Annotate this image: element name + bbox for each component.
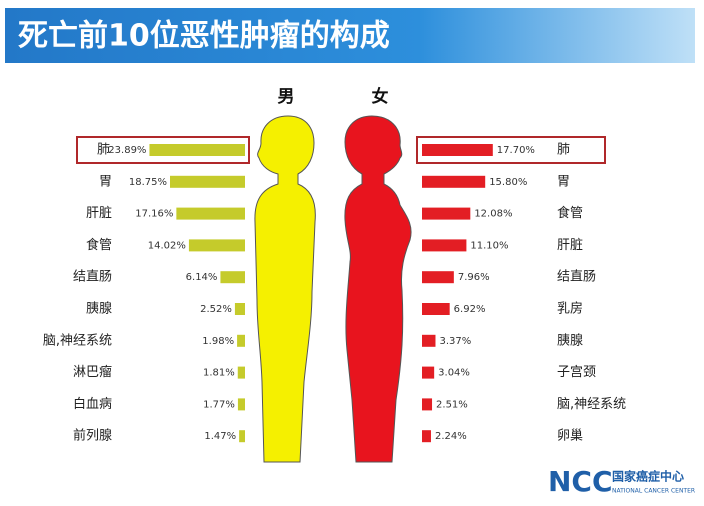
bar [422,144,493,156]
category-label: 卵巢 [557,429,583,444]
value-label: 2.51% [436,399,468,410]
category-label: 乳房 [557,301,583,317]
category-label: 胰腺 [557,333,583,348]
male-silhouette [254,115,316,463]
value-label: 1.81% [203,368,235,379]
female-silhouette [344,115,412,463]
bar [237,366,245,379]
category-label: 子宫颈 [557,365,596,380]
value-label: 1.47% [204,431,236,442]
bar [170,175,245,188]
logo-name-en: NATIONAL CANCER CENTER [612,488,695,495]
category-label: 结直肠 [557,270,596,285]
bar [237,398,245,411]
bar [422,207,471,220]
bar [422,366,435,379]
category-label: 白血病 [73,396,112,412]
category-label: 胃 [557,174,570,189]
bar [239,430,245,443]
value-label: 2.24% [435,431,467,442]
bar [422,430,431,443]
value-label: 1.77% [203,399,235,410]
category-label: 肺 [557,143,570,158]
value-label: 18.75% [129,177,167,188]
category-label: 食管 [557,205,583,221]
bar [422,175,486,188]
value-label: 3.04% [438,368,470,379]
bar [220,271,245,284]
logo-mark: NCC [548,465,613,498]
value-label: 12.08% [474,209,512,220]
category-label: 脑,神经系统 [43,333,112,348]
value-label: 6.14% [186,272,218,283]
value-label: 2.52% [200,304,232,315]
value-label: 23.89% [108,145,146,156]
bar [422,239,467,252]
category-label: 胃 [99,174,112,189]
value-label: 17.16% [135,209,173,220]
category-label: 食管 [86,237,112,253]
bar [422,271,454,284]
bar [422,303,450,315]
category-label: 淋巴瘤 [73,364,112,380]
highlight-box [76,136,250,164]
category-label: 脑,神经系统 [557,397,626,412]
bar [422,398,433,411]
bar [422,334,436,347]
category-label: 肝脏 [86,206,112,221]
category-label: 胰腺 [86,302,112,317]
chart-title: 男 [278,87,295,107]
bar [188,239,245,252]
value-label: 15.80% [489,177,527,188]
title-banner [5,8,695,63]
category-label: 肺 [97,143,110,158]
value-label: 11.10% [470,240,508,251]
category-label: 前列腺 [73,428,112,444]
bar [237,334,245,347]
title: 死亡前10位恶性肿瘤的构成 [18,19,390,54]
value-label: 1.98% [202,336,234,347]
bar [176,207,245,220]
category-label: 结直肠 [73,270,112,285]
value-label: 17.70% [497,145,535,156]
bar [149,144,245,156]
chart-title: 女 [372,86,389,107]
value-label: 6.92% [454,304,486,315]
highlight-box [416,136,606,164]
logo-name: 国家癌症中心 [612,469,684,484]
value-label: 14.02% [148,240,186,251]
category-label: 肝脏 [557,238,583,253]
bar [234,303,245,315]
value-label: 7.96% [458,272,490,283]
value-label: 3.37% [439,336,471,347]
